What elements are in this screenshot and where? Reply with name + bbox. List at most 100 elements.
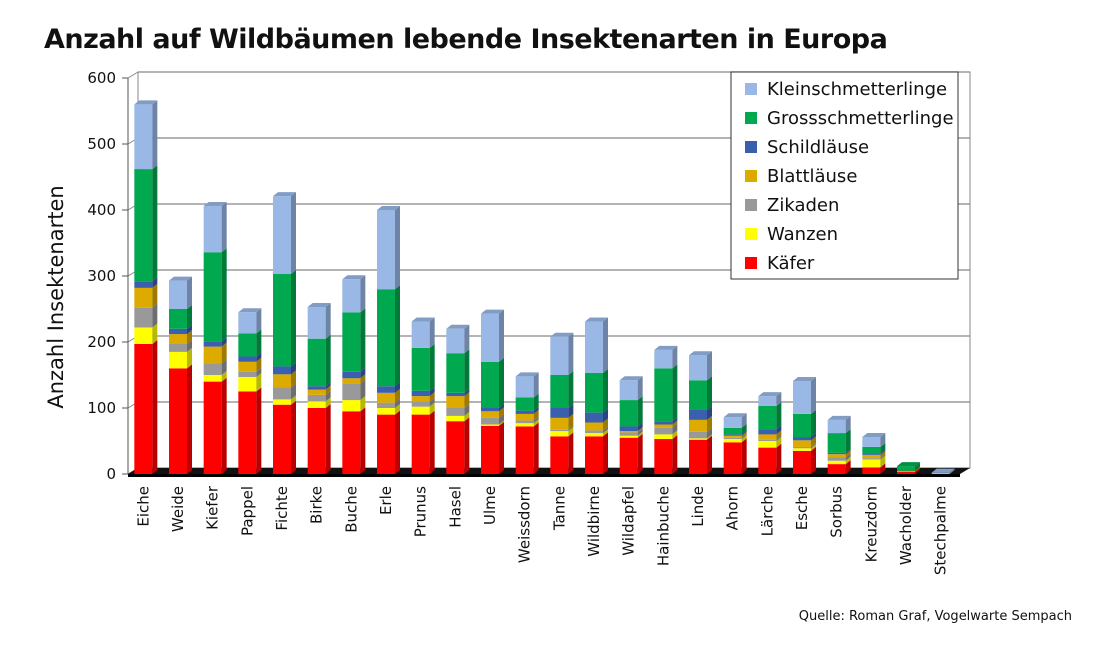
bar-segment [897, 472, 915, 474]
legend-label: Schildläuse [767, 137, 869, 158]
bar-top [897, 462, 920, 467]
bar-segment [273, 404, 291, 474]
bar-segment-side [464, 388, 470, 397]
bar-segment-side [325, 390, 331, 402]
bar-segment [446, 396, 465, 408]
bar-segment [203, 375, 222, 382]
bar-segment [619, 431, 638, 433]
x-tick-label: Weissdorn [516, 486, 534, 563]
bar-top [793, 376, 816, 381]
bar-segment-side [603, 426, 608, 434]
bar-segment [169, 280, 187, 309]
bar-segment-side [880, 463, 886, 474]
x-tick-label: Weide [169, 486, 187, 532]
bar-top [931, 468, 955, 473]
bar-segment-side [395, 410, 400, 474]
bar-segment [203, 381, 222, 474]
bar-segment [897, 466, 915, 471]
bar-segment [689, 355, 707, 381]
bar-segment [446, 415, 465, 422]
bar-segment-side [637, 422, 643, 432]
legend-box [730, 71, 959, 280]
chart-title: Anzahl auf Wildbäumen lebende Insektenar… [44, 24, 888, 55]
bar-segment-side [187, 347, 192, 369]
bar-segment [481, 411, 499, 418]
bar-segment [134, 287, 153, 308]
bar-segment [377, 392, 395, 403]
x-tick-label: Fichte [273, 486, 291, 531]
bar-segment-side [360, 308, 366, 372]
bar-segment-side [603, 418, 608, 431]
source-note: Quelle: Roman Graf, Vogelwarte Sempach [798, 609, 1072, 624]
x-tick-label: Ulme [481, 486, 499, 525]
bar-segment [203, 346, 222, 364]
bar-segment-side [499, 357, 504, 408]
bar-segment [307, 307, 326, 339]
bar-segment [827, 452, 846, 455]
bar-segment [862, 453, 881, 455]
bar-segment [411, 396, 430, 402]
bar-segment-side [429, 317, 435, 348]
bar-stack-11 [515, 372, 539, 474]
legend-label: Grossschmetterlinge [767, 108, 954, 129]
bar-segment [411, 401, 430, 407]
bar-segment-side [499, 413, 504, 425]
bar-segment [723, 439, 742, 443]
y-tick-label: 600 [87, 69, 116, 87]
bar-segment [307, 386, 326, 390]
bar-segment [585, 373, 603, 413]
bar-stack-15 [654, 345, 678, 474]
bar-segment-side [221, 202, 227, 253]
bar-segment [446, 353, 465, 393]
bar-segment [377, 402, 395, 408]
legend: Kleinschmetterlinge Grossschmetterlinge Sc… [730, 71, 959, 280]
bar-segment [307, 408, 326, 474]
bar-segment-side [499, 309, 504, 362]
floor-front [128, 474, 960, 477]
bar-segment-side [568, 425, 574, 432]
bar-segment [134, 104, 153, 170]
bar-segment-side [637, 427, 643, 433]
bar-segment [342, 371, 361, 379]
bar-top [827, 415, 851, 420]
bar-segment-side [360, 396, 366, 412]
bar-segment-side [811, 433, 816, 441]
bar-segment [931, 472, 950, 474]
bar-top [377, 206, 400, 210]
bar-segment [169, 334, 187, 344]
bar-segment-side [672, 345, 678, 369]
bar-segment [238, 312, 257, 334]
bar-segment-side [360, 275, 366, 313]
bar-segment-side [429, 392, 435, 402]
bar-stack-16 [689, 351, 712, 474]
bar-segment-side [707, 427, 712, 439]
bar-segment-side [776, 443, 782, 474]
bar-segment-side [672, 423, 678, 435]
bar-segment-side [741, 438, 747, 474]
bar-segment [377, 386, 395, 393]
x-tick-label: Linde [689, 486, 707, 527]
bar-segment [758, 429, 777, 435]
bar-segment-side [672, 420, 678, 428]
bar-segment-side [429, 386, 435, 397]
bar-segment-side [533, 409, 539, 421]
bar-segment [481, 417, 499, 425]
bar-segment [862, 458, 881, 460]
legend-label: Blattläuse [767, 166, 857, 187]
bar-segment [758, 396, 777, 407]
bar-segment-side [152, 283, 158, 308]
bar-segment [342, 378, 361, 384]
x-tick-label: Erle [377, 486, 395, 515]
bar-segment-side [395, 285, 400, 387]
bar-segment-side [533, 406, 539, 414]
bar-segment [689, 419, 707, 432]
bar-segment-side [533, 416, 539, 424]
bar-top [411, 317, 435, 322]
bar-segment [862, 467, 881, 474]
bar-segment [619, 400, 638, 427]
bar-stack-20 [827, 415, 851, 474]
bar-stack-5 [307, 303, 331, 474]
bar-segment-side [811, 444, 816, 451]
bar-segment [307, 338, 326, 387]
bar-segment-side [221, 377, 227, 474]
